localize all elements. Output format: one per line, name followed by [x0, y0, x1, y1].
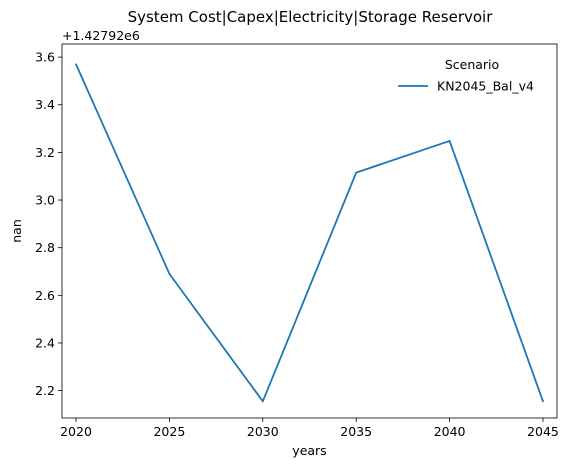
y-tick-label: 2.6	[35, 288, 55, 303]
data-point	[168, 272, 171, 275]
legend-title: Scenario	[445, 57, 499, 72]
y-tick-label: 2.2	[35, 383, 55, 398]
y-tick-label: 2.4	[35, 335, 55, 350]
x-tick-label: 2020	[60, 424, 92, 439]
x-tick-label: 2035	[340, 424, 372, 439]
x-tick-label: 2025	[153, 424, 185, 439]
y-tick-label: 2.8	[35, 240, 55, 255]
y-axis-label: nan	[9, 219, 24, 243]
y-offset-label: +1.42792e6	[62, 28, 140, 43]
legend-entry-label: KN2045_Bal_v4	[437, 79, 534, 94]
data-point	[448, 140, 451, 142]
x-tick-label: 2045	[527, 424, 559, 439]
x-axis-label: years	[292, 443, 326, 458]
x-tick-label: 2040	[434, 424, 466, 439]
y-axis: 2.2 2.4 2.6 2.8 3.0 3.2 3.4 3.6	[35, 50, 62, 398]
y-tick-label: 3.4	[35, 97, 55, 112]
y-tick-label: 3.0	[35, 193, 55, 208]
x-tick-label: 2030	[247, 424, 279, 439]
data-point	[355, 171, 358, 174]
data-point	[261, 400, 264, 403]
y-tick-label: 3.6	[35, 50, 55, 65]
data-point	[542, 400, 544, 403]
data-point	[75, 63, 77, 66]
series-line-0	[75, 63, 544, 403]
y-tick-label: 3.2	[35, 145, 55, 160]
chart-title: System Cost|Capex|Electricity|Storage Re…	[128, 8, 494, 26]
legend: Scenario KN2045_Bal_v4	[398, 57, 534, 94]
series-layer	[75, 63, 544, 403]
plot-area	[61, 43, 558, 419]
x-axis: 2020 2025 2030 2035 2040 2045	[60, 418, 559, 439]
